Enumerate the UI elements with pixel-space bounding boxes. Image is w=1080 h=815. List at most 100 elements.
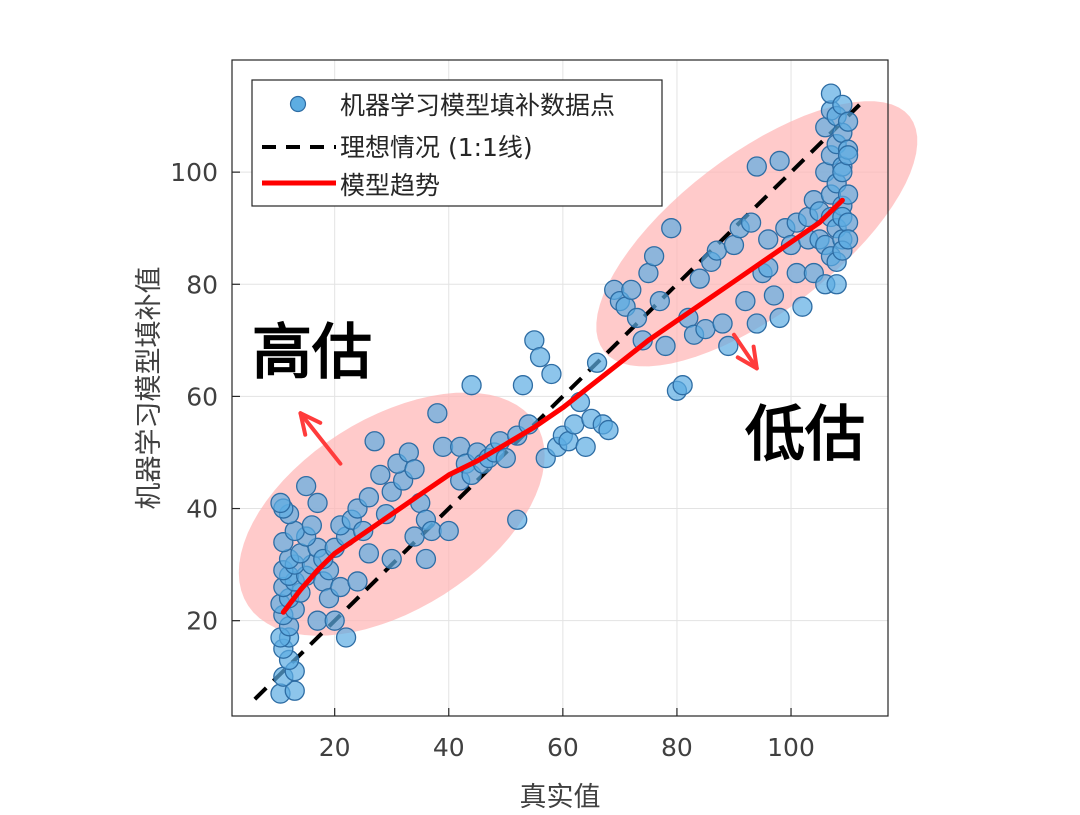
data-point (529, 347, 551, 368)
plot-frame (231, 59, 889, 717)
data-point (558, 431, 579, 452)
x-axis-label: 真实值 (520, 782, 601, 813)
data-point (712, 313, 733, 334)
data-point (586, 352, 608, 373)
arrow-head-icon (735, 344, 759, 371)
trend-line (280, 197, 845, 615)
data-point (404, 459, 425, 480)
data-point (740, 212, 762, 233)
annotation-overestimate: 高估 (252, 318, 372, 388)
x-axis-ticks: 20 40 60 80 100 (319, 708, 815, 762)
data-point (524, 330, 545, 351)
data-point (296, 475, 317, 497)
data-point (432, 436, 454, 458)
x-tick-label: 20 (319, 733, 351, 762)
data-point (826, 274, 847, 295)
y-tick-label: 40 (186, 495, 218, 524)
data-point (398, 442, 419, 463)
data-point (512, 375, 534, 396)
data-point (643, 246, 665, 267)
x-tick-label: 100 (767, 733, 815, 762)
data-point (290, 543, 311, 564)
data-point (769, 150, 790, 172)
y-tick-label: 80 (186, 270, 218, 299)
data-point (564, 414, 585, 435)
data-points (270, 83, 859, 704)
data-point (438, 520, 459, 542)
legend-label-trend: 模型趋势 (340, 171, 440, 200)
y-tick-label: 20 (186, 607, 218, 636)
data-point (270, 492, 291, 514)
x-tick-label: 40 (433, 733, 465, 762)
data-point (541, 363, 562, 385)
data-point (575, 436, 596, 458)
y-axis-label: 机器学习模型填补值 (134, 267, 165, 510)
legend-label-points: 机器学习模型填补数据点 (340, 91, 615, 120)
arrow-shaft (731, 332, 759, 371)
data-point (598, 419, 619, 441)
legend-label-ideal: 理想情况 (1:1线) (340, 133, 533, 162)
arrow-shaft (298, 411, 343, 466)
data-point (415, 548, 437, 570)
data-point (307, 610, 328, 631)
data-point (746, 156, 767, 177)
data-point (381, 548, 402, 570)
data-point (621, 279, 642, 301)
data-point (307, 492, 328, 514)
legend-marker-icon (289, 95, 307, 113)
data-point (364, 431, 385, 452)
data-point (626, 307, 648, 329)
data-point (661, 218, 682, 239)
data-point (689, 268, 710, 289)
data-point (769, 307, 790, 329)
data-point (832, 161, 853, 183)
x-tick-label: 60 (547, 733, 579, 762)
data-point (347, 571, 368, 592)
data-point (507, 509, 528, 530)
annotation-arrows (298, 332, 759, 466)
data-point (672, 375, 693, 396)
x-tick-label: 80 (661, 733, 693, 762)
data-point (837, 111, 859, 132)
data-point (461, 375, 482, 396)
data-point (450, 436, 471, 458)
y-axis-ticks: 20 40 60 80 100 (170, 158, 240, 636)
data-point (735, 290, 756, 312)
arrow-head-icon (298, 411, 323, 437)
data-point (706, 240, 728, 261)
data-point (284, 520, 305, 542)
ideal-line-group (253, 103, 861, 701)
annotation-underestimate: 低估 (745, 400, 865, 470)
data-point (786, 262, 807, 284)
data-point (837, 229, 859, 250)
data-point (404, 526, 425, 547)
data-point (495, 447, 516, 469)
data-point (718, 335, 739, 357)
data-point (427, 403, 448, 424)
data-point (837, 145, 859, 166)
y-tick-label: 60 (186, 382, 218, 411)
data-point (370, 464, 391, 486)
data-point (649, 290, 670, 312)
data-point (358, 487, 380, 508)
y-tick-label: 100 (170, 158, 218, 187)
data-point (421, 520, 442, 542)
data-point (758, 229, 779, 250)
data-point (746, 313, 767, 334)
data-point (763, 285, 785, 306)
data-point (655, 335, 676, 357)
data-point (324, 610, 345, 631)
data-point (330, 576, 351, 598)
data-point (695, 318, 716, 340)
ideal-line (253, 103, 861, 701)
data-point (301, 515, 323, 536)
data-point (638, 262, 659, 284)
data-point (335, 627, 357, 648)
legend: 机器学习模型填补数据点 理想情况 (1:1线) 模型趋势 (251, 79, 663, 207)
data-point (723, 234, 745, 256)
trend-line-group (280, 197, 845, 615)
data-point (358, 543, 380, 564)
data-point (792, 296, 813, 317)
data-point (832, 94, 853, 116)
